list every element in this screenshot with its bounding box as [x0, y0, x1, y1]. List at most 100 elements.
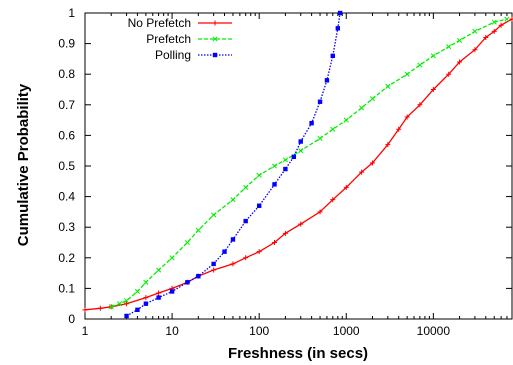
- series-layer: [82, 10, 513, 319]
- legend-marker-prefetch: [212, 36, 218, 42]
- x-axis-title: Freshness (in secs): [228, 345, 368, 362]
- y-tick-label: 0.6: [58, 128, 75, 142]
- data-point-prefetch: [491, 19, 497, 25]
- data-point-prefetch: [404, 71, 410, 77]
- data-point-polling: [317, 99, 323, 104]
- data-point-no-prefetch: [143, 295, 149, 301]
- data-point-prefetch: [369, 96, 376, 102]
- data-point-prefetch: [117, 301, 123, 307]
- data-point-polling: [230, 237, 236, 242]
- y-tick-label: 0.2: [58, 251, 75, 265]
- data-point-no-prefetch: [472, 47, 478, 53]
- data-point-polling: [283, 166, 288, 172]
- data-point-polling: [330, 53, 335, 59]
- legend-marker-no-prefetch: [212, 20, 218, 26]
- data-point-no-prefetch: [97, 305, 103, 311]
- data-point-no-prefetch: [369, 160, 375, 166]
- y-tick-label: 0.7: [58, 98, 75, 112]
- plot-frame: [84, 12, 513, 320]
- x-tick-label: 1: [82, 324, 89, 338]
- data-point-no-prefetch: [82, 307, 88, 313]
- data-point-prefetch: [134, 288, 140, 295]
- data-point-no-prefetch: [491, 28, 497, 34]
- data-point-prefetch: [211, 212, 217, 218]
- data-point-prefetch: [430, 53, 436, 59]
- y-tick-label: 0.5: [58, 159, 75, 173]
- data-point-prefetch: [359, 105, 365, 111]
- data-point-polling: [256, 203, 262, 208]
- data-point-prefetch: [330, 126, 336, 132]
- data-point-prefetch: [169, 255, 175, 261]
- data-point-no-prefetch: [124, 301, 130, 307]
- data-point-prefetch: [256, 172, 262, 178]
- data-point-no-prefetch: [230, 261, 236, 267]
- data-point-prefetch: [343, 117, 349, 123]
- data-point-no-prefetch: [417, 102, 423, 108]
- data-point-no-prefetch: [483, 34, 489, 40]
- data-point-no-prefetch: [256, 249, 262, 255]
- data-point-polling: [211, 261, 216, 267]
- series-polling: [124, 10, 343, 319]
- data-point-no-prefetch: [430, 87, 436, 92]
- legend-label-prefetch: Prefetch: [146, 32, 191, 46]
- data-point-no-prefetch: [156, 290, 162, 296]
- data-point-no-prefetch: [272, 240, 278, 245]
- data-point-no-prefetch: [404, 114, 410, 120]
- data-point-prefetch: [282, 157, 288, 163]
- axes-layer: 1 10 100 1000 10000 0 0.1 0.2 0.3 0.4 0.5 0.6 0.7 0.8…: [58, 6, 513, 338]
- data-point-polling: [272, 182, 277, 187]
- data-point-no-prefetch: [243, 255, 249, 261]
- y-tick-label: 1: [68, 6, 75, 20]
- y-tick-label: 0.8: [58, 67, 75, 81]
- legend-marker-polling: [212, 52, 218, 58]
- data-point-prefetch: [472, 28, 478, 34]
- series-prefetch: [108, 16, 510, 310]
- legend-label-polling: Polling: [155, 48, 191, 62]
- data-point-prefetch: [317, 135, 323, 142]
- data-point-no-prefetch: [457, 59, 463, 65]
- x-tick-label: 1000: [333, 324, 360, 338]
- data-point-no-prefetch: [446, 71, 452, 77]
- data-point-polling: [156, 295, 161, 300]
- data-point-polling: [185, 280, 190, 285]
- data-point-prefetch: [156, 267, 162, 273]
- series-line-polling: [126, 12, 341, 317]
- data-point-polling: [196, 273, 201, 279]
- y-tick-label: 0.1: [58, 281, 75, 295]
- data-point-no-prefetch: [330, 197, 336, 203]
- series-line-no-prefetch: [84, 18, 513, 311]
- data-point-prefetch: [230, 197, 236, 203]
- y-tick-label: 0: [68, 312, 75, 326]
- data-point-prefetch: [195, 227, 201, 233]
- data-point-no-prefetch: [298, 221, 304, 227]
- x-tick-label: 100: [249, 324, 269, 338]
- series-line-prefetch: [110, 18, 508, 308]
- data-point-polling: [324, 78, 330, 83]
- data-point-polling: [243, 218, 248, 224]
- data-point-no-prefetch: [396, 126, 402, 132]
- y-tick-label: 0.3: [58, 220, 75, 234]
- data-point-no-prefetch: [282, 230, 288, 236]
- data-point-prefetch: [184, 239, 190, 246]
- data-point-prefetch: [271, 163, 278, 169]
- data-point-polling: [337, 10, 343, 16]
- data-point-polling: [309, 120, 314, 126]
- data-point-prefetch: [457, 37, 463, 44]
- data-point-polling: [222, 249, 227, 254]
- data-point-no-prefetch: [385, 142, 391, 148]
- data-point-prefetch: [298, 148, 304, 154]
- data-point-no-prefetch: [317, 209, 323, 215]
- data-point-prefetch: [123, 298, 130, 304]
- series-no-prefetch: [82, 16, 513, 313]
- data-point-no-prefetch: [498, 22, 504, 28]
- x-tick-label: 10000: [417, 324, 451, 338]
- data-point-polling: [135, 307, 140, 313]
- data-point-polling: [143, 301, 149, 306]
- data-point-polling: [291, 154, 297, 160]
- data-point-no-prefetch: [343, 184, 349, 190]
- data-point-polling: [335, 26, 341, 31]
- data-point-prefetch: [504, 16, 510, 22]
- y-tick-label: 0.4: [58, 190, 75, 204]
